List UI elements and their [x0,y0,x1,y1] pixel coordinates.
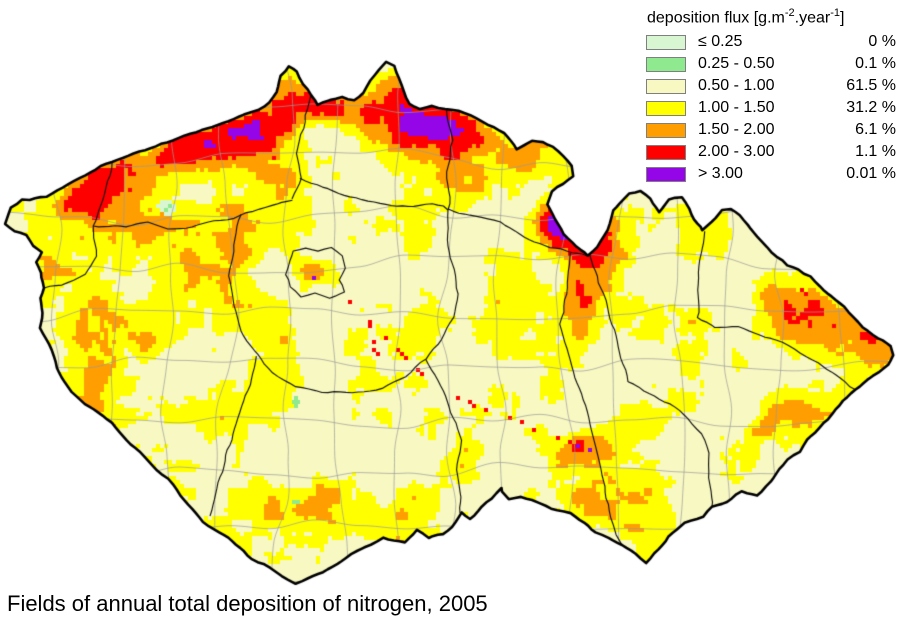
legend-percent-value: 1.1 % [855,143,896,161]
legend-item: > 3.00 0.01 % [646,163,896,185]
legend-range-label: 1.50 - 2.00 [698,121,775,139]
legend-swatch [646,144,686,160]
legend-title-text: deposition flux [g.m [647,9,785,27]
legend-item: 0.50 - 1.00 61.5 % [646,75,896,97]
legend-swatch [646,34,686,50]
legend: deposition flux [g.m-2.year-1] ≤ 0.25 0 … [646,3,896,185]
legend-range-label: 0.50 - 1.00 [698,77,775,95]
legend-title-sup-1: -1 [830,7,840,19]
legend-item: 0.25 - 0.50 0.1 % [646,53,896,75]
figure-caption: Fields of annual total deposition of nit… [7,591,488,616]
legend-percent-value: 0.01 % [846,165,896,183]
legend-title-text: .year [794,9,831,27]
legend-title-text: ] [840,9,845,27]
legend-item: 2.00 - 3.00 1.1 % [646,141,896,163]
legend-range-label: > 3.00 [698,165,743,183]
legend-percent-value: 0.1 % [855,55,896,73]
legend-percent-value: 0 % [868,33,896,51]
legend-swatch [646,166,686,182]
legend-item: ≤ 0.25 0 % [646,31,896,53]
legend-percent-value: 6.1 % [855,121,896,139]
legend-range-label: 0.25 - 0.50 [698,55,775,73]
legend-swatch [646,122,686,138]
legend-percent-value: 31.2 % [846,99,896,117]
legend-percent-value: 61.5 % [846,77,896,95]
legend-title-sup-2: -2 [784,7,795,19]
legend-range-label: 2.00 - 3.00 [698,143,775,161]
legend-item: 1.00 - 1.50 31.2 % [646,97,896,119]
legend-range-label: 1.00 - 1.50 [698,99,775,117]
legend-title: deposition flux [g.m-2.year-1] [647,3,896,28]
legend-range-label: ≤ 0.25 [698,33,743,51]
legend-swatch [646,100,686,116]
legend-swatch [646,56,686,72]
legend-item: 1.50 - 2.00 6.1 % [646,119,896,141]
legend-swatch [646,78,686,94]
